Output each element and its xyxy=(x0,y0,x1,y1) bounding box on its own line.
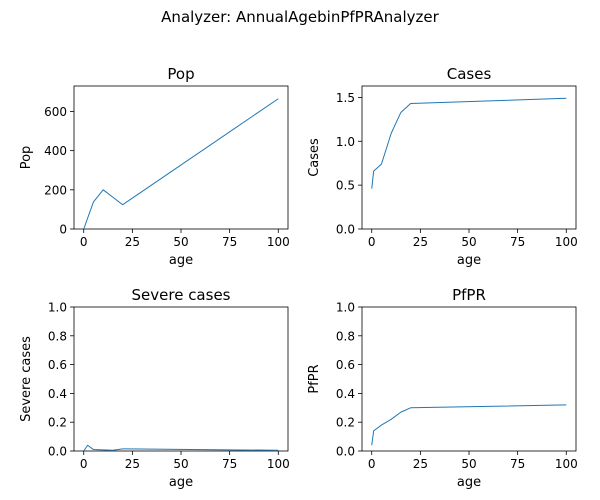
pfpr-ytick-label: 0.2 xyxy=(336,416,355,430)
severe-cases-xtick-label: 0 xyxy=(80,457,88,471)
pfpr-ytick-label: 0.0 xyxy=(336,445,355,459)
pfpr-xtick-label: 25 xyxy=(413,457,428,471)
pfpr-ylabel: PfPR xyxy=(307,364,322,393)
cases-ytick-label: 1.5 xyxy=(336,91,355,105)
pop-xtick-label: 0 xyxy=(80,235,88,249)
severe-cases-xtick-label: 100 xyxy=(267,457,290,471)
pfpr-ytick-label: 0.4 xyxy=(336,387,355,401)
pfpr-ytick-label: 0.8 xyxy=(336,329,355,343)
severe-cases-ytick-label: 0.0 xyxy=(48,445,67,459)
cases-ytick-label: 0.0 xyxy=(336,223,355,237)
subplot-pop: Pop 0 25 50 75 100 0 200 400 600 age Pop xyxy=(19,65,290,268)
severe-cases-ytick-label: 0.4 xyxy=(48,387,67,401)
pfpr-xtick-label: 100 xyxy=(555,457,578,471)
pfpr-ytick-label: 0.6 xyxy=(336,358,355,372)
subplot-pfpr: PfPR 0 25 50 75 100 0.0 0.2 0.4 0.6 0.8 1.0 age PfPR xyxy=(307,286,578,490)
pop-ytick-label: 200 xyxy=(44,183,67,197)
pop-xtick-label: 100 xyxy=(267,235,290,249)
severe-cases-ytick-label: 0.8 xyxy=(48,329,67,343)
cases-xtick-label: 75 xyxy=(510,235,525,249)
pfpr-xlabel: age xyxy=(457,475,481,490)
pfpr-ytick-label: 1.0 xyxy=(336,301,355,315)
pop-xtick-label: 75 xyxy=(222,235,237,249)
cases-xtick-label: 100 xyxy=(555,235,578,249)
severe-cases-ytick-label: 1.0 xyxy=(48,301,67,315)
pop-series-line xyxy=(83,98,279,230)
pfpr-xtick-label: 0 xyxy=(368,457,376,471)
pop-title: Pop xyxy=(167,65,194,83)
severe-cases-ytick-label: 0.6 xyxy=(48,358,67,372)
cases-xtick-label: 0 xyxy=(368,235,376,249)
figure-suptitle: Analyzer: AnnualAgebinPfPRAnalyzer xyxy=(161,8,439,26)
severe-cases-ytick-label: 0.2 xyxy=(48,416,67,430)
pfpr-series-line xyxy=(371,404,567,446)
severe-cases-xlabel: age xyxy=(169,475,193,490)
cases-ytick-label: 0.5 xyxy=(336,179,355,193)
severe-cases-ylabel: Severe cases xyxy=(19,336,34,422)
severe-cases-xtick-label: 50 xyxy=(173,457,188,471)
subplot-cases: Cases 0 25 50 75 100 0.0 0.5 1.0 1.5 age Cases xyxy=(307,65,578,268)
cases-xtick-label: 50 xyxy=(461,235,476,249)
cases-ytick-label: 1.0 xyxy=(336,135,355,149)
subplot-grid: Pop 0 25 50 75 100 0 200 400 600 age Pop Cases 0 25 50 7… xyxy=(19,65,578,490)
severe-cases-xtick-label: 25 xyxy=(125,457,140,471)
pop-ytick-label: 0 xyxy=(59,223,67,237)
pfpr-title: PfPR xyxy=(452,286,486,304)
cases-title: Cases xyxy=(447,65,492,83)
cases-xlabel: age xyxy=(457,253,481,268)
pop-xlabel: age xyxy=(169,253,193,268)
pop-ytick-label: 600 xyxy=(44,105,67,119)
pop-ytick-label: 400 xyxy=(44,144,67,158)
pfpr-xtick-label: 75 xyxy=(510,457,525,471)
pfpr-xtick-label: 50 xyxy=(461,457,476,471)
severe-cases-title: Severe cases xyxy=(132,286,231,304)
cases-ylabel: Cases xyxy=(307,138,322,177)
cases-series-line xyxy=(371,97,567,189)
pop-xtick-label: 25 xyxy=(125,235,140,249)
severe-cases-series-line xyxy=(83,444,279,452)
severe-cases-xtick-label: 75 xyxy=(222,457,237,471)
pop-ylabel: Pop xyxy=(19,146,34,170)
pop-xtick-label: 50 xyxy=(173,235,188,249)
subplot-severe-cases: Severe cases 0 25 50 75 100 0.0 0.2 0.4 0.6 0.8 1.0… xyxy=(19,286,290,490)
cases-xtick-label: 25 xyxy=(413,235,428,249)
